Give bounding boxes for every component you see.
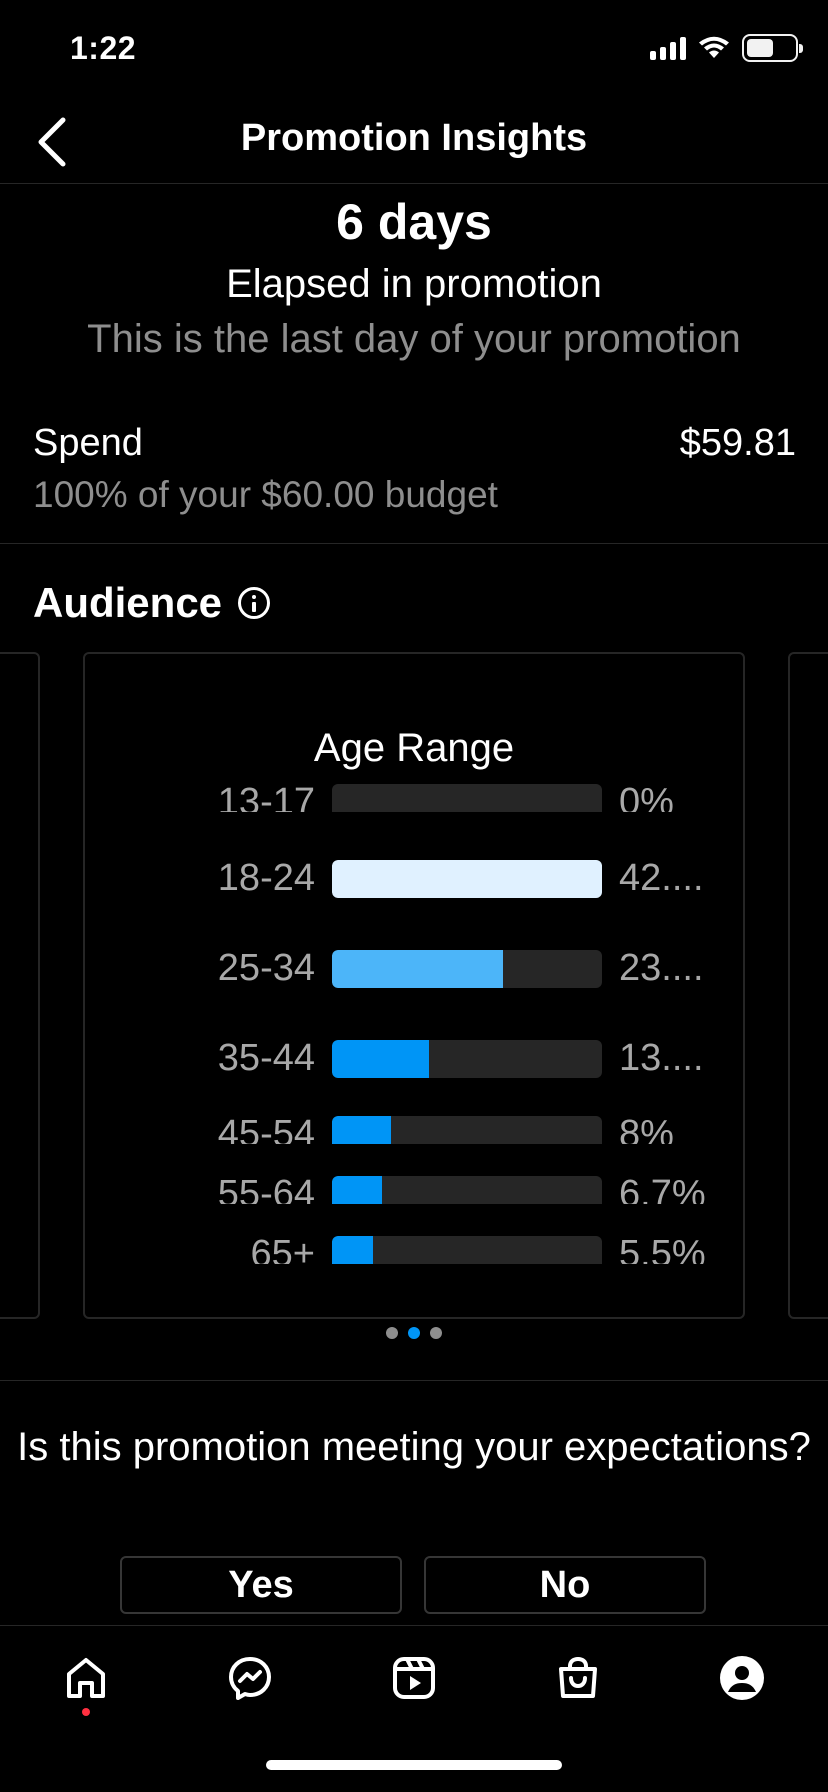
wifi-icon [699, 36, 729, 58]
carousel-page-indicator [0, 1327, 828, 1339]
age-row: 18-24 42.... [85, 857, 743, 899]
chart-title: Age Range [313, 726, 515, 770]
age-label: 65+ [250, 1234, 315, 1264]
home-tab[interactable] [56, 1648, 116, 1708]
spend-value: $59.81 [679, 422, 796, 464]
home-notification-dot [82, 1708, 90, 1716]
feedback-question: Is this promotion meeting your expectati… [17, 1425, 811, 1469]
age-bar [332, 1040, 429, 1078]
shop-tab[interactable] [548, 1648, 608, 1708]
spend-label: Spend [33, 422, 143, 464]
last-day-note: This is the last day of your promotion [87, 317, 741, 361]
age-row: 65+ 5.5% [85, 1234, 743, 1264]
reels-icon [393, 1657, 435, 1699]
age-percent: 23.... [619, 947, 704, 989]
shop-icon [559, 1656, 597, 1698]
age-bar [332, 860, 602, 898]
profile-tab[interactable] [712, 1648, 772, 1708]
page-dot [408, 1327, 420, 1339]
battery-icon [742, 34, 803, 62]
messenger-tab[interactable] [220, 1648, 280, 1708]
age-bar-track [332, 860, 602, 898]
reels-tab[interactable] [384, 1648, 444, 1708]
age-label: 18-24 [217, 857, 315, 899]
days-count: 6 days [336, 194, 492, 250]
info-icon[interactable] [238, 587, 271, 619]
age-bar [332, 1116, 391, 1144]
age-bar-track [332, 1040, 602, 1078]
audience-card-previous[interactable] [0, 652, 40, 1319]
age-bar-track [332, 1116, 602, 1144]
back-button[interactable] [22, 112, 82, 172]
age-bar [332, 950, 503, 988]
age-label: 45-54 [217, 1114, 315, 1144]
status-bar: 1:22 [0, 0, 828, 100]
header: Promotion Insights [0, 100, 828, 184]
profile-icon [720, 1656, 764, 1700]
age-bar-track [332, 950, 602, 988]
age-row: 35-44 13.... [85, 1037, 743, 1079]
age-percent: 5.5% [619, 1234, 706, 1264]
age-row: 25-34 23.... [85, 947, 743, 989]
audience-title: Audience [33, 579, 223, 626]
age-row: 45-54 8% [85, 1114, 743, 1144]
cellular-signal-icon [650, 36, 686, 60]
audience-card-next[interactable] [788, 652, 828, 1319]
age-label: 35-44 [217, 1037, 315, 1079]
age-bar-track [332, 1176, 602, 1204]
spend-budget-text: 100% of your $60.00 budget [33, 474, 498, 515]
age-row: 55-64 6.7% [85, 1174, 743, 1204]
page-dot [386, 1327, 398, 1339]
age-label: 13-17 [217, 782, 315, 812]
audience-heading: Audience [33, 578, 271, 628]
status-icons [650, 34, 803, 62]
age-bar-track [332, 1236, 602, 1264]
age-bar [332, 1176, 382, 1204]
age-bar [332, 1236, 373, 1264]
no-button[interactable]: No [424, 1556, 706, 1614]
page-title: Promotion Insights [240, 117, 588, 159]
promotion-summary: 6 days Elapsed in promotion This is the … [0, 190, 828, 366]
yes-button[interactable]: Yes [120, 1556, 402, 1614]
age-percent: 13.... [619, 1037, 704, 1079]
spend-section: Spend 100% of your $60.00 budget $59.81 [0, 420, 828, 544]
home-indicator [266, 1760, 562, 1770]
bottom-tab-bar [0, 1625, 828, 1792]
age-percent: 42.... [619, 857, 704, 899]
age-row: 13-17 0% [85, 782, 743, 812]
age-range-card[interactable]: Age Range 13-17 0% 18-24 42.... 25-34 23.... 3… [83, 652, 745, 1319]
age-percent: 6.7% [619, 1174, 706, 1204]
age-label: 25-34 [217, 947, 315, 989]
status-time: 1:22 [70, 30, 137, 66]
chevron-left-icon [38, 117, 66, 167]
age-bar-track [332, 784, 602, 812]
home-icon [67, 1658, 105, 1698]
age-percent: 0% [619, 782, 674, 812]
age-percent: 8% [619, 1114, 674, 1144]
age-label: 55-64 [217, 1174, 315, 1204]
messenger-icon [229, 1657, 271, 1700]
elapsed-label: Elapsed in promotion [226, 262, 602, 306]
section-divider [0, 1380, 828, 1381]
page-dot [430, 1327, 442, 1339]
